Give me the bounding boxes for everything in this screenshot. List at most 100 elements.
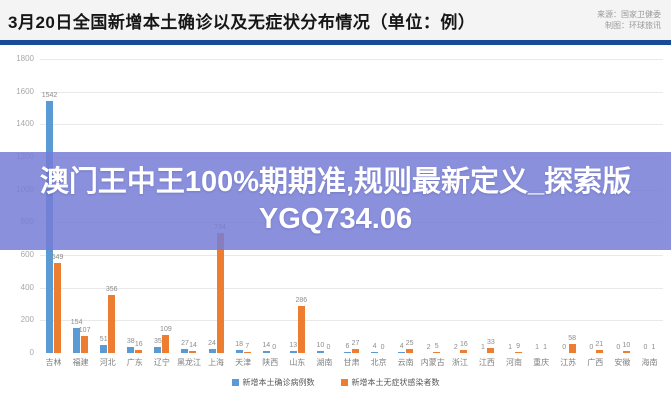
bar-asymptomatic <box>568 344 576 353</box>
bar-value-label: 1 <box>543 344 548 351</box>
gridline <box>40 287 663 289</box>
bar-value-label: 1 <box>508 344 512 351</box>
bar-value-label: 154 <box>70 319 83 326</box>
x-axis-label: 甘肃 <box>343 358 360 367</box>
bar-value-label: 4 <box>372 343 377 350</box>
gridline <box>40 124 663 126</box>
x-axis-label: 北京 <box>370 358 387 367</box>
bar-value-label: 0 <box>616 344 621 351</box>
bar-value-label: 0 <box>272 344 277 351</box>
gridline <box>40 59 663 60</box>
bar-value-label: 27 <box>181 340 189 347</box>
bar-value-label: 25 <box>405 340 414 347</box>
bar-value-label: 35 <box>153 338 162 345</box>
x-axis-label: 湖南 <box>316 358 333 367</box>
x-axis-label: 广西 <box>587 358 604 367</box>
bar-confirmed <box>262 351 270 353</box>
bar-value-label: 1 <box>651 344 656 351</box>
bar-asymptomatic <box>243 352 251 353</box>
gridline <box>40 320 663 322</box>
bar-asymptomatic <box>189 351 197 353</box>
x-axis-label: 上海 <box>208 358 225 367</box>
ad-overlay-banner[interactable]: 澳门王中王100%期期准,规则最新定义_探索版YGQ734.06 <box>0 152 671 250</box>
x-axis-label: 辽宁 <box>153 358 170 367</box>
bar-value-label: 549 <box>51 254 64 261</box>
legend-label-asymptomatic: 新增本土无症状感染者数 <box>351 378 440 387</box>
bar-value-label: 33 <box>487 339 495 346</box>
bar-asymptomatic <box>54 263 62 353</box>
y-axis-tick: 1600 <box>16 86 34 96</box>
legend-label-confirmed: 新增本土确诊病例数 <box>242 378 315 387</box>
bar-value-label: 286 <box>295 297 308 304</box>
bar-asymptomatic <box>622 351 630 353</box>
x-axis-label: 黑龙江 <box>176 358 201 367</box>
x-axis-label: 河南 <box>506 358 523 367</box>
bar-value-label: 58 <box>568 335 577 342</box>
bar-asymptomatic <box>595 350 603 353</box>
bar-value-label: 10 <box>316 342 325 349</box>
bar-confirmed <box>208 349 216 353</box>
bar-confirmed <box>289 351 297 353</box>
bar-value-label: 38 <box>126 338 135 345</box>
bar-confirmed <box>344 352 351 353</box>
bar-asymptomatic <box>352 349 359 353</box>
bar-value-label: 4 <box>399 343 404 350</box>
bar-value-label: 7 <box>245 343 250 350</box>
header-divider <box>0 40 671 45</box>
bar-value-label: 5 <box>434 343 439 350</box>
bar-value-label: 18 <box>235 341 244 348</box>
bar-value-label: 0 <box>380 344 385 351</box>
bar-value-label: 2 <box>426 344 431 351</box>
bar-value-label: 2 <box>453 344 458 351</box>
bar-value-label: 109 <box>160 326 172 333</box>
bar-asymptomatic <box>433 352 441 353</box>
x-axis-label: 安徽 <box>614 358 631 367</box>
chart-legend: 新增本土确诊病例数 新增本土无症状感染者数 <box>0 377 671 388</box>
legend-swatch-blue <box>231 379 239 386</box>
bar-confirmed <box>398 352 406 353</box>
x-axis-label: 福建 <box>72 358 89 367</box>
source-credit: 来源：国家卫健委 制图：环球旅讯 <box>597 9 661 31</box>
bar-value-label: 0 <box>643 344 648 351</box>
bar-asymptomatic <box>460 350 468 353</box>
bar-value-label: 21 <box>595 341 604 348</box>
y-axis-tick: 1400 <box>16 119 34 129</box>
legend-item-asymptomatic: 新增本土无症状感染者数 <box>340 377 440 388</box>
title-bar: 3月20日全国新增本土确诊以及无症状分布情况（单位：例） 来源：国家卫健委 制图… <box>0 0 671 40</box>
page-title: 3月20日全国新增本土确诊以及无症状分布情况（单位：例） <box>8 12 476 32</box>
bar-value-label: 14 <box>262 342 271 349</box>
x-axis-label: 河北 <box>99 358 116 367</box>
bar-asymptomatic <box>135 350 143 353</box>
bar-value-label: 0 <box>589 344 594 351</box>
bar-value-label: 0 <box>326 344 331 351</box>
bar-asymptomatic <box>81 336 89 353</box>
bar-value-label: 1 <box>535 344 540 351</box>
legend-item-confirmed: 新增本土确诊病例数 <box>231 377 315 388</box>
y-axis-tick: 600 <box>20 250 34 259</box>
y-axis-tick: 400 <box>20 282 34 292</box>
bar-asymptomatic <box>162 335 170 353</box>
bar-confirmed <box>154 347 162 353</box>
bar-confirmed <box>371 352 379 353</box>
gridline <box>40 255 663 256</box>
x-axis-label: 江苏 <box>560 358 577 367</box>
source-line: 来源：国家卫健委 <box>597 10 661 19</box>
bar-asymptomatic <box>406 349 414 353</box>
credit-line: 制图：环球旅讯 <box>605 21 661 30</box>
bar-asymptomatic <box>297 306 305 353</box>
bar-value-label: 1 <box>480 344 485 351</box>
ad-overlay-text: 澳门王中王100%期期准,规则最新定义_探索版YGQ734.06 <box>39 166 632 235</box>
bar-confirmed <box>100 345 108 353</box>
bar-asymptomatic <box>108 295 116 353</box>
x-axis-label: 天津 <box>235 358 252 367</box>
bar-confirmed <box>316 351 324 353</box>
bar-value-label: 14 <box>189 342 197 349</box>
x-axis-label: 内蒙古 <box>420 358 445 367</box>
bar-value-label: 51 <box>99 336 108 343</box>
bar-confirmed <box>235 350 243 353</box>
bar-confirmed <box>73 328 81 353</box>
x-axis-label: 云南 <box>397 358 414 367</box>
bar-value-label: 107 <box>78 327 91 334</box>
bar-asymptomatic <box>487 348 495 353</box>
